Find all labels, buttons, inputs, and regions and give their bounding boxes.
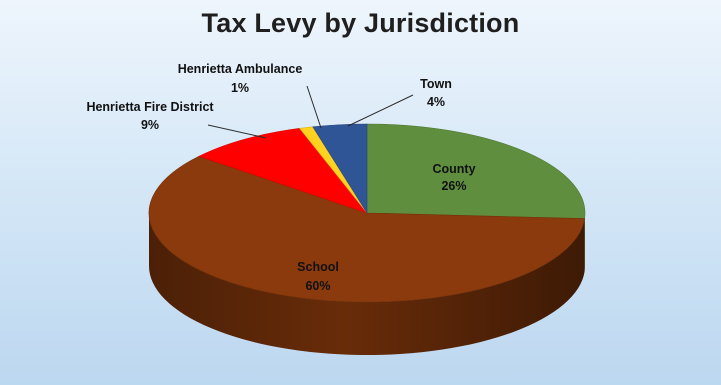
pie-side-school [149, 213, 585, 355]
pie-slice-town [312, 123, 368, 215]
pie-side-walls [149, 213, 585, 355]
pie-slice-henrietta-fire-district [198, 128, 368, 214]
leader-line-town [347, 94, 414, 127]
label-fire-district-name: Henrietta Fire District [86, 100, 214, 114]
leader-line-ambulance [306, 85, 322, 129]
pie-labels: County 26% School 60% Henrietta Fire Distric… [86, 62, 475, 293]
pie-top-faces [148, 123, 586, 303]
label-fire-district-percent: 9% [141, 118, 159, 132]
leader-line-fire-district [207, 124, 267, 139]
label-school-percent: 60% [305, 279, 330, 293]
label-county-percent: 26% [441, 179, 466, 193]
label-ambulance-percent: 1% [231, 81, 249, 95]
label-town-percent: 4% [427, 95, 445, 109]
label-town-name: Town [420, 77, 452, 91]
label-county-name: County [432, 162, 475, 176]
label-ambulance-name: Henrietta Ambulance [178, 62, 303, 76]
chart-title: Tax Levy by Jurisdiction [201, 8, 520, 38]
label-school-name: School [297, 260, 339, 274]
pie-slice-school [148, 155, 585, 303]
pie-slice-county [366, 123, 586, 219]
